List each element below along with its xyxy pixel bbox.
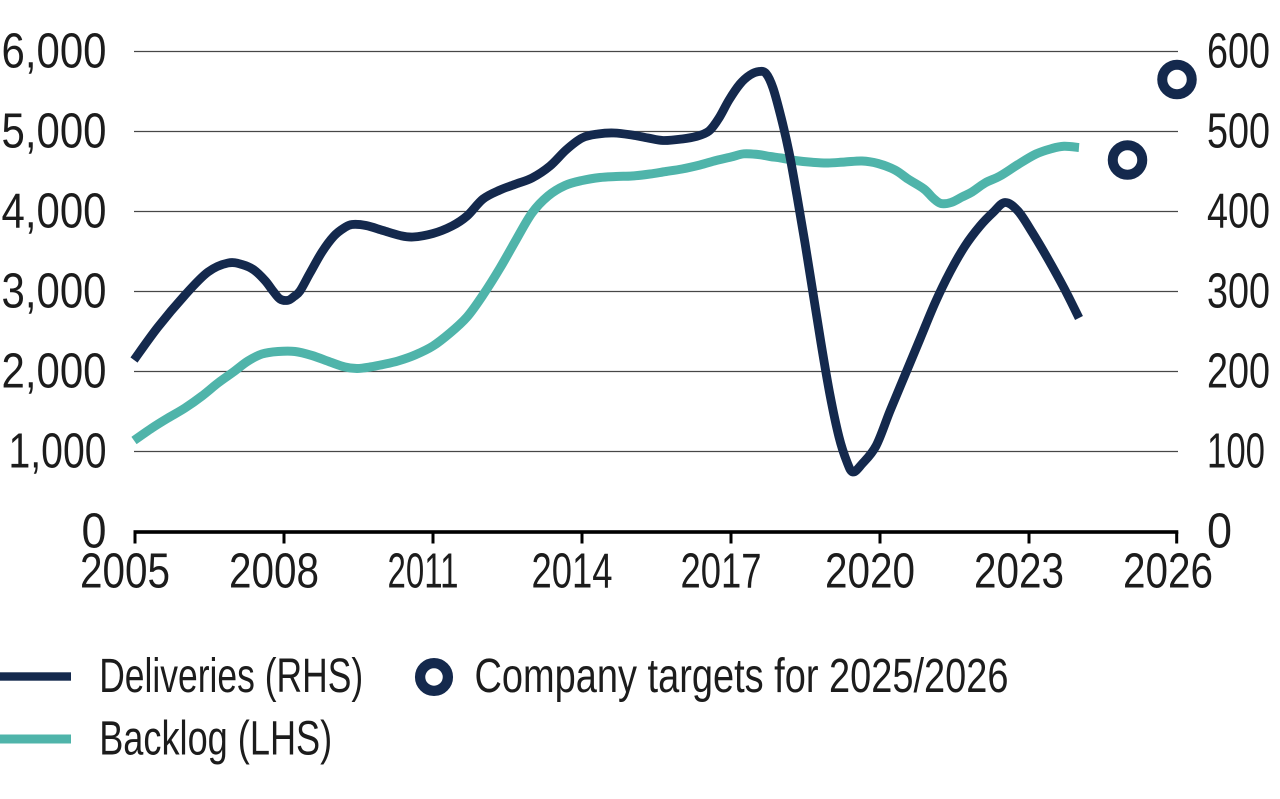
svg-text:3,000: 3,000: [2, 264, 107, 319]
svg-text:1,000: 1,000: [9, 424, 107, 479]
svg-text:400: 400: [1207, 184, 1270, 239]
svg-text:5,000: 5,000: [2, 104, 107, 159]
svg-text:600: 600: [1207, 24, 1270, 79]
svg-text:2026: 2026: [1123, 543, 1213, 598]
svg-text:100: 100: [1207, 424, 1265, 479]
svg-text:2,000: 2,000: [2, 344, 107, 399]
svg-text:Backlog (LHS): Backlog (LHS): [99, 711, 332, 765]
svg-text:500: 500: [1207, 104, 1270, 159]
svg-text:2005: 2005: [80, 543, 170, 598]
svg-text:2014: 2014: [532, 543, 613, 598]
svg-text:4,000: 4,000: [2, 184, 107, 239]
svg-text:6,000: 6,000: [2, 24, 107, 79]
svg-text:300: 300: [1207, 264, 1270, 319]
svg-text:2020: 2020: [825, 543, 915, 598]
svg-text:Deliveries (RHS): Deliveries (RHS): [99, 649, 363, 703]
svg-text:0: 0: [82, 504, 107, 559]
svg-text:Company targets for 2025/2026: Company targets for 2025/2026: [475, 649, 1009, 703]
svg-text:0: 0: [1207, 504, 1232, 559]
svg-text:2023: 2023: [974, 543, 1064, 598]
svg-text:2011: 2011: [388, 543, 459, 598]
svg-text:200: 200: [1207, 344, 1270, 399]
svg-text:2017: 2017: [681, 543, 762, 598]
svg-text:2008: 2008: [229, 543, 319, 598]
